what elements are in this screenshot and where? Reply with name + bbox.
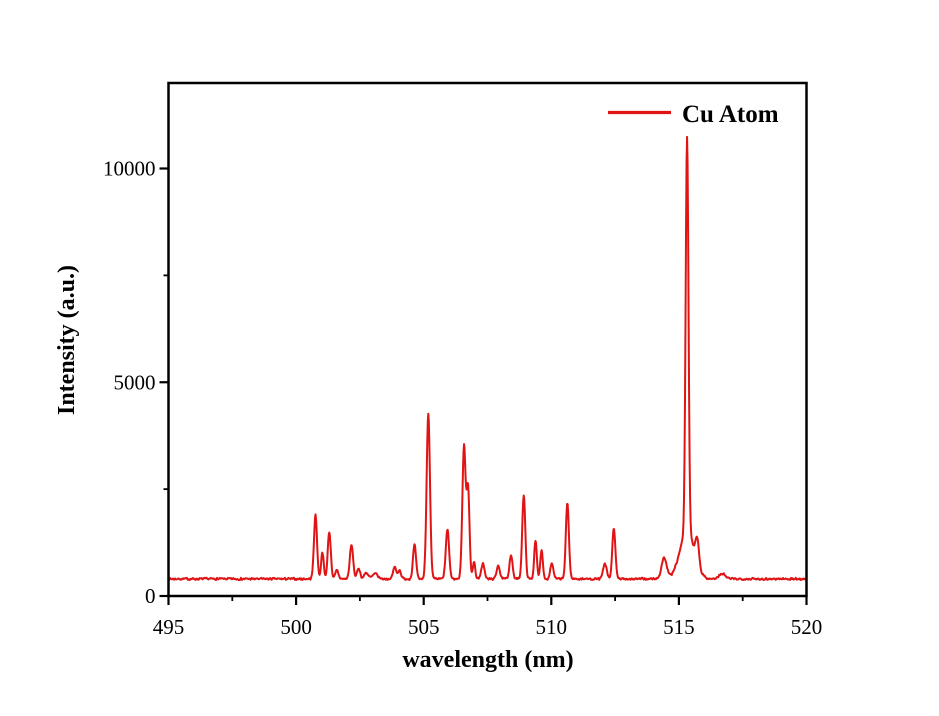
spectrum-line	[167, 135, 808, 582]
x-tick-label: 515	[663, 615, 695, 639]
legend-label: Cu Atom	[682, 101, 779, 128]
axis-tick-labels: 495 500 505 510 515 520 0 5000 10000	[103, 157, 822, 640]
x-axis-label: wavelength (nm)	[402, 647, 573, 673]
axis-ticks	[159, 167, 808, 605]
y-tick-label: 0	[145, 584, 156, 608]
y-tick-label: 5000	[114, 370, 156, 394]
y-axis-label: Intensity (a.u.)	[54, 265, 80, 415]
y-tick-label: 10000	[103, 157, 156, 181]
x-tick-label: 500	[280, 615, 312, 639]
x-tick-label: 510	[536, 615, 568, 639]
x-tick-label: 505	[408, 615, 440, 639]
x-tick-label: 520	[791, 615, 823, 639]
plot-frame	[167, 81, 808, 598]
legend: Cu Atom	[608, 101, 779, 128]
x-tick-label: 495	[153, 615, 185, 639]
